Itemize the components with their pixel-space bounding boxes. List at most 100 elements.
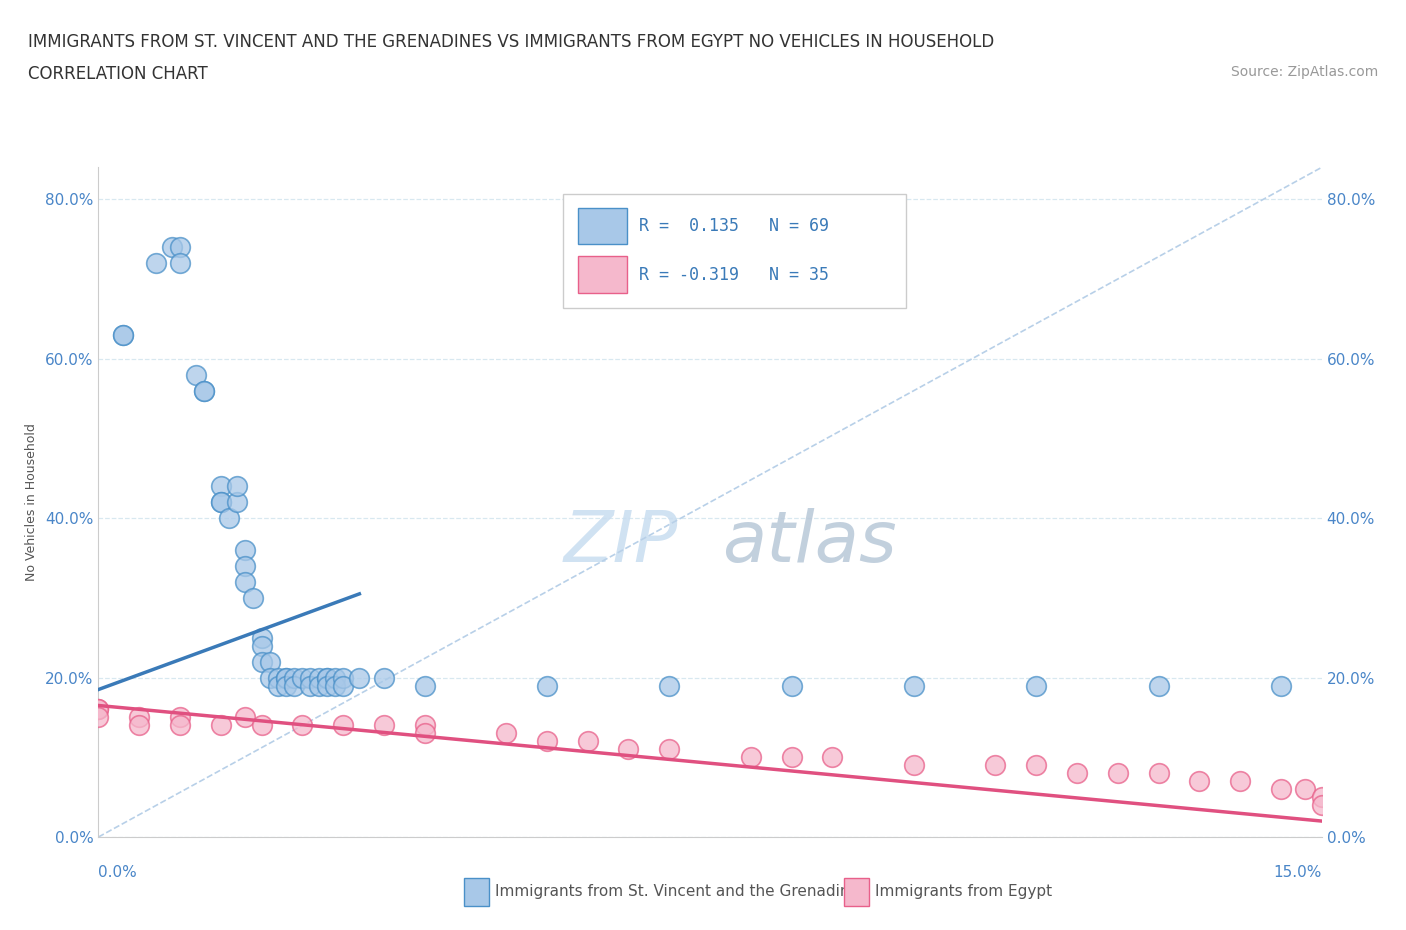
Point [283,678,305,693]
Text: Immigrants from Egypt: Immigrants from Egypt [875,884,1052,899]
Point [373,718,395,733]
Point [274,671,297,685]
Point [274,671,297,685]
Point [349,671,371,685]
Point [209,718,232,733]
Text: R = -0.319   N = 35: R = -0.319 N = 35 [640,266,830,285]
Point [186,367,208,382]
Point [259,671,281,685]
Point [169,256,191,271]
Point [169,710,191,724]
Text: Source: ZipAtlas.com: Source: ZipAtlas.com [1230,65,1378,79]
Point [1270,678,1292,693]
Point [903,758,925,773]
Point [658,742,681,757]
Point [283,671,305,685]
Point [315,671,337,685]
Point [250,654,273,669]
Point [242,591,264,605]
Point [226,495,249,510]
Point [250,718,273,733]
Y-axis label: No Vehicles in Household: No Vehicles in Household [25,423,38,581]
Point [233,559,256,574]
Point [291,671,314,685]
Point [780,750,803,764]
Text: 15.0%: 15.0% [1274,865,1322,880]
Point [1229,774,1251,789]
Point [821,750,844,764]
Point [299,671,322,685]
Point [87,710,110,724]
Point [495,726,517,741]
Point [233,575,256,590]
Point [169,718,191,733]
Point [323,678,346,693]
Point [259,654,281,669]
Point [299,678,322,693]
Point [209,495,232,510]
Point [332,671,354,685]
Point [267,671,290,685]
Point [308,678,330,693]
Text: 0.0%: 0.0% [98,865,138,880]
Point [1066,765,1088,780]
Bar [578,207,627,245]
Point [274,678,297,693]
Point [413,726,436,741]
Point [780,678,803,693]
Point [87,702,110,717]
Point [413,678,436,693]
Point [218,511,240,525]
Point [233,542,256,557]
Point [576,734,599,749]
FancyBboxPatch shape [564,194,905,308]
Point [332,678,354,693]
Point [128,710,150,724]
Text: IMMIGRANTS FROM ST. VINCENT AND THE GRENADINES VS IMMIGRANTS FROM EGYPT NO VEHIC: IMMIGRANTS FROM ST. VINCENT AND THE GREN… [28,33,994,50]
Point [193,383,215,398]
Text: atlas: atlas [723,508,897,577]
Point [1025,678,1047,693]
Point [1310,798,1333,813]
Point [984,758,1007,773]
Point [1147,765,1170,780]
Point [1147,678,1170,693]
Point [315,671,337,685]
Point [145,256,167,271]
Point [169,240,191,255]
Point [308,671,330,685]
Point [413,718,436,733]
Point [233,710,256,724]
Point [373,671,395,685]
Text: Immigrants from St. Vincent and the Grenadines: Immigrants from St. Vincent and the Gren… [495,884,868,899]
Point [87,702,110,717]
Point [1310,790,1333,804]
Point [250,631,273,645]
Point [128,718,150,733]
Point [193,383,215,398]
Point [1025,758,1047,773]
Point [1107,765,1129,780]
Point [291,718,314,733]
Text: CORRELATION CHART: CORRELATION CHART [28,65,208,83]
Point [617,742,640,757]
Point [160,240,183,255]
Point [315,678,337,693]
Text: ZIP: ZIP [564,508,678,577]
Point [536,678,558,693]
Point [1188,774,1211,789]
Point [323,671,346,685]
Point [332,718,354,733]
Point [903,678,925,693]
Point [740,750,762,764]
Point [250,638,273,653]
Point [1294,782,1316,797]
Point [1270,782,1292,797]
Point [209,495,232,510]
Point [226,479,249,494]
Point [536,734,558,749]
Point [111,327,134,342]
Point [658,678,681,693]
Point [209,479,232,494]
Point [111,327,134,342]
